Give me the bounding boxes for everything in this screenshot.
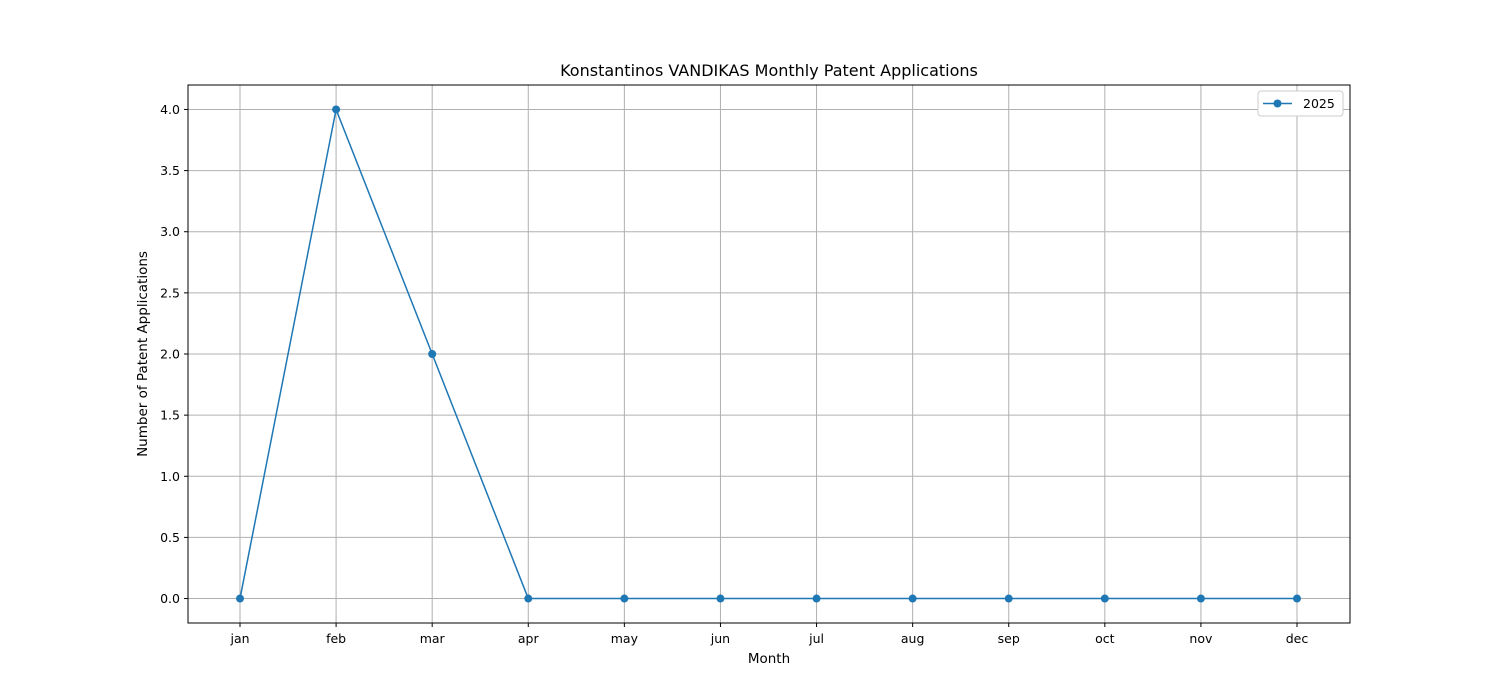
- y-tick-label: 1.5: [160, 408, 180, 423]
- data-point: [620, 595, 628, 603]
- x-tick-label: jun: [710, 631, 730, 646]
- data-point: [1197, 595, 1205, 603]
- y-tick-label: 0.5: [160, 530, 180, 545]
- data-point: [813, 595, 821, 603]
- y-tick-label: 2.5: [160, 285, 180, 300]
- data-point: [716, 595, 724, 603]
- y-tick-label: 1.0: [160, 469, 180, 484]
- x-tick-label: feb: [326, 631, 346, 646]
- data-point: [332, 105, 340, 113]
- x-tick-label: may: [611, 631, 639, 646]
- legend-label: 2025: [1303, 96, 1335, 111]
- y-tick-label: 0.0: [160, 591, 180, 606]
- x-tick-label: aug: [901, 631, 925, 646]
- x-tick-label: mar: [420, 631, 446, 646]
- y-tick-label: 3.0: [160, 224, 180, 239]
- x-tick-label: apr: [518, 631, 540, 646]
- data-point: [1005, 595, 1013, 603]
- data-point: [1293, 595, 1301, 603]
- data-point: [236, 595, 244, 603]
- y-tick-label: 3.5: [160, 163, 180, 178]
- y-tick-label: 2.0: [160, 347, 180, 362]
- y-tick-label: 4.0: [160, 102, 180, 117]
- x-axis-label: Month: [748, 651, 790, 667]
- legend: 2025: [1258, 91, 1343, 116]
- x-tick-label: oct: [1095, 631, 1115, 646]
- x-tick-label: nov: [1189, 631, 1213, 646]
- chart-title: Konstantinos VANDIKAS Monthly Patent App…: [560, 61, 978, 80]
- x-tick-label: jul: [808, 631, 824, 646]
- y-axis-label: Number of Patent Applications: [135, 251, 151, 457]
- x-tick-label: sep: [998, 631, 1020, 646]
- data-point: [1101, 595, 1109, 603]
- data-point: [524, 595, 532, 603]
- data-point: [909, 595, 917, 603]
- data-point: [428, 350, 436, 358]
- x-tick-label: jan: [229, 631, 249, 646]
- legend-marker: [1274, 100, 1282, 108]
- x-tick-label: dec: [1286, 631, 1309, 646]
